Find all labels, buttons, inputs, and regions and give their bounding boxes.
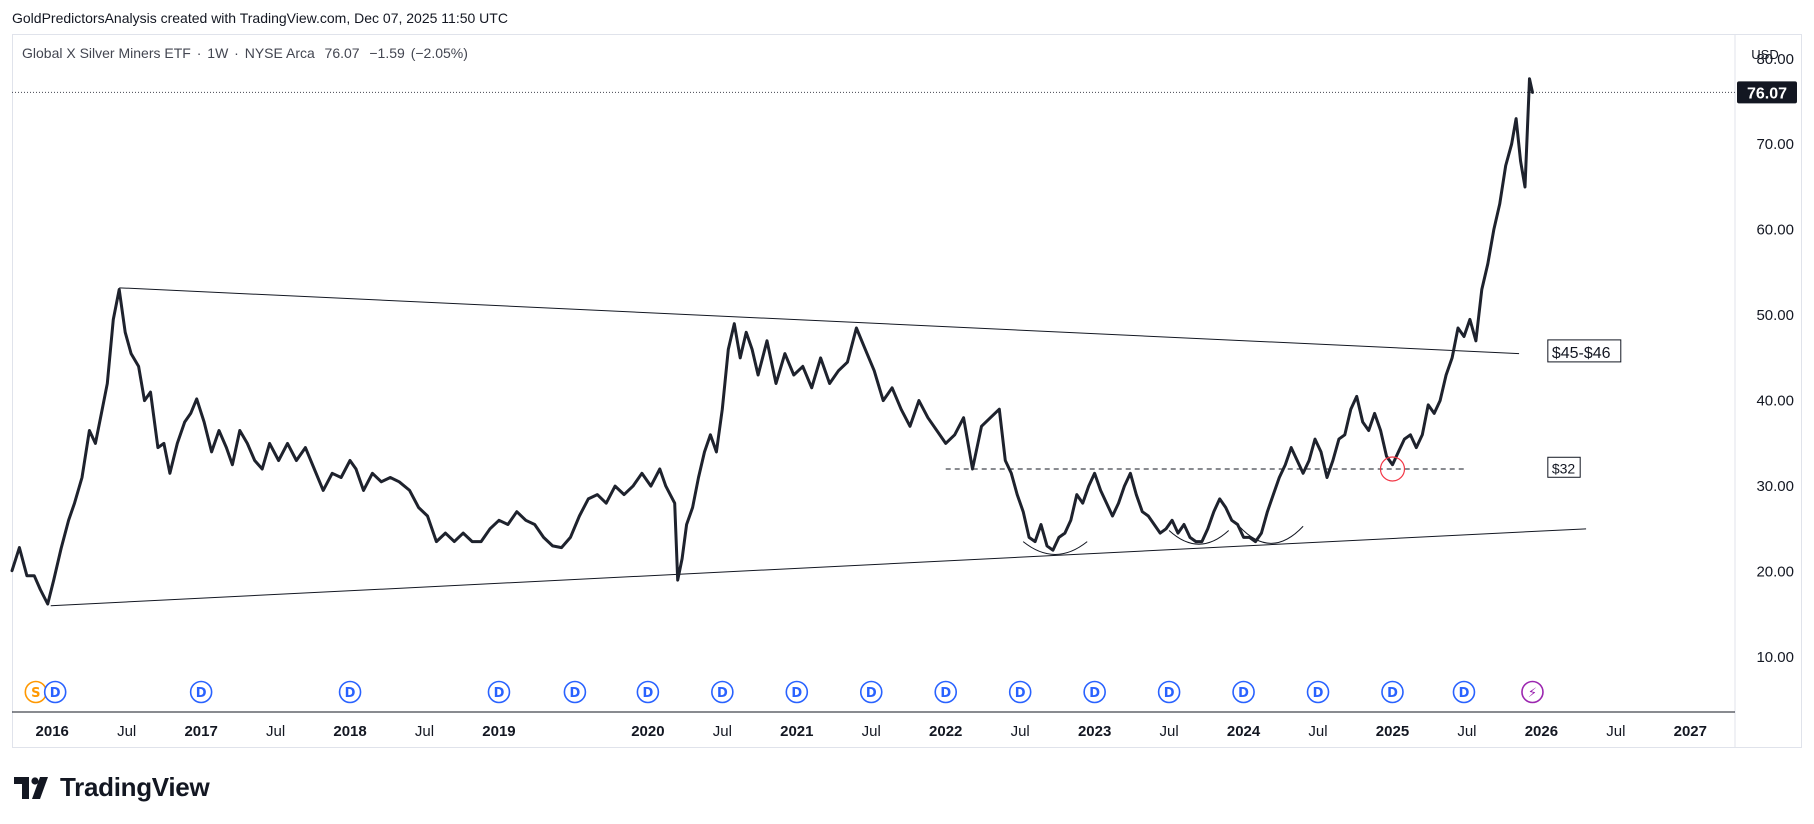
dividend-event-icon[interactable] [785,680,809,704]
price-line[interactable] [10,77,1534,606]
dividend-event-icon[interactable] [563,680,587,704]
x-tick-label: Jul [862,723,881,740]
upper-trendline[interactable] [119,287,1520,355]
x-tick-label: 2027 [1674,723,1707,740]
chart-frame [12,34,1802,748]
legend-change-pct: (−2.05%) [410,45,468,61]
annotation-box[interactable] [1547,339,1622,363]
dividend-event-icon[interactable] [1083,680,1106,704]
dividend-event-icon-label: D [345,686,356,701]
x-tick-label: 2026 [1525,723,1558,740]
dividend-event-icon[interactable] [487,680,511,704]
annotation-label[interactable]: $32 [1552,460,1576,476]
dividend-event-icon[interactable] [1306,680,1330,704]
dividend-event-icon-label: D [791,686,802,701]
dividend-event-icon-label: D [494,686,505,701]
dividend-event-icon-label: D [1089,686,1100,701]
x-tick-label: 2017 [184,723,217,740]
x-tick-label: Jul [117,723,136,740]
chart-credit: GoldPredictorsAnalysis created with Trad… [12,10,508,26]
dividend-event-icon[interactable] [1232,680,1255,704]
x-tick-label: 2018 [333,723,366,740]
x-tick-label: 2016 [36,723,69,740]
dividend-event-icon-label: D [940,686,951,701]
dividend-event-icon[interactable] [1381,680,1404,704]
earnings-event-icon-label: ⚡ [1528,686,1537,701]
dividend-event-icon[interactable] [859,680,883,704]
x-tick-label: 2024 [1227,723,1261,740]
dividend-event-icon[interactable] [43,680,67,704]
y-tick-label: 80.00 [1756,51,1794,68]
x-tick-label: Jul [1606,723,1625,740]
x-tick-label: Jul [266,723,285,740]
legend-symbol-name[interactable]: Global X Silver Miners ETF [22,45,191,61]
y-tick-label: 10.00 [1756,649,1794,666]
dividend-event-icon[interactable] [934,680,958,704]
lower-trendline[interactable] [50,528,1587,607]
y-tick-label: 40.00 [1756,393,1794,410]
x-tick-label: 2023 [1078,723,1111,740]
symbol-legend: Global X Silver Miners ETF · 1W · NYSE A… [22,45,470,61]
x-tick-label: 2025 [1376,723,1409,740]
legend-change: −1.59 [369,45,405,61]
dividend-event-icon-label: D [50,686,61,701]
dividend-event-icon-label: D [1238,686,1249,701]
legend-exchange: NYSE Arca [244,45,315,61]
dividend-event-icon[interactable] [1157,680,1181,704]
dividend-event-icon[interactable] [189,680,213,704]
rounded-bottom-arc[interactable] [1022,541,1088,555]
rounded-bottom-arc[interactable] [1168,530,1230,545]
x-tick-label: 2022 [929,723,962,740]
dividend-event-icon[interactable] [1452,680,1476,704]
y-tick-label: 60.00 [1756,222,1794,239]
tradingview-wordmark: TradingView [60,772,210,802]
x-tick-label: Jul [1160,723,1179,740]
dividend-event-icon-label: D [570,686,581,701]
dividend-event-icon-label: D [196,686,207,701]
y-tick-label: 30.00 [1756,478,1794,495]
y-tick-label: 70.00 [1756,136,1794,153]
x-tick-label: 2021 [780,723,813,740]
x-tick-label: Jul [1457,723,1476,740]
dividend-event-icon[interactable] [1008,680,1032,704]
highlight-circle[interactable] [1379,456,1406,482]
x-tick-label: Jul [415,723,434,740]
y-tick-label: 20.00 [1756,564,1794,581]
dividend-event-icon-label: D [1387,686,1398,701]
earnings-event-icon[interactable] [1521,680,1544,704]
tradingview-logo-icon [14,776,48,799]
rounded-bottom-arc[interactable] [1238,525,1304,544]
dividend-event-icon-label: D [866,686,877,701]
legend-sep-2: · [234,45,239,61]
dividend-event-icon-label: D [1015,686,1026,701]
x-tick-label: Jul [1308,723,1327,740]
dividend-event-icon[interactable] [636,680,660,704]
annotation-label[interactable]: $45-$46 [1552,345,1611,362]
last-price-tag-label: 76.07 [1747,85,1787,102]
y-tick-label: 50.00 [1756,307,1794,324]
legend-last-price: 76.07 [324,45,360,61]
split-event-icon-label: S [31,686,40,701]
dividend-event-icon-label: D [717,686,728,701]
x-tick-label: Jul [1011,723,1030,740]
dividend-event-icon-label: D [1313,686,1324,701]
dividend-event-icon[interactable] [711,680,734,704]
x-tick-label: 2020 [631,723,664,740]
dividend-event-icon-label: D [1164,686,1175,701]
last-price-tag [1737,81,1797,104]
tradingview-logo[interactable]: TradingView [14,772,210,803]
x-tick-label: 2019 [482,723,515,740]
dividend-event-icon-label: D [642,686,653,701]
legend-sep-1: · [196,45,202,61]
legend-interval[interactable]: 1W [207,45,229,61]
dividend-event-icon[interactable] [338,680,362,704]
annotation-box[interactable] [1547,456,1581,478]
x-tick-label: Jul [713,723,732,740]
dividend-event-icon-label: D [1459,686,1470,701]
currency-label[interactable]: USD [1751,47,1778,62]
